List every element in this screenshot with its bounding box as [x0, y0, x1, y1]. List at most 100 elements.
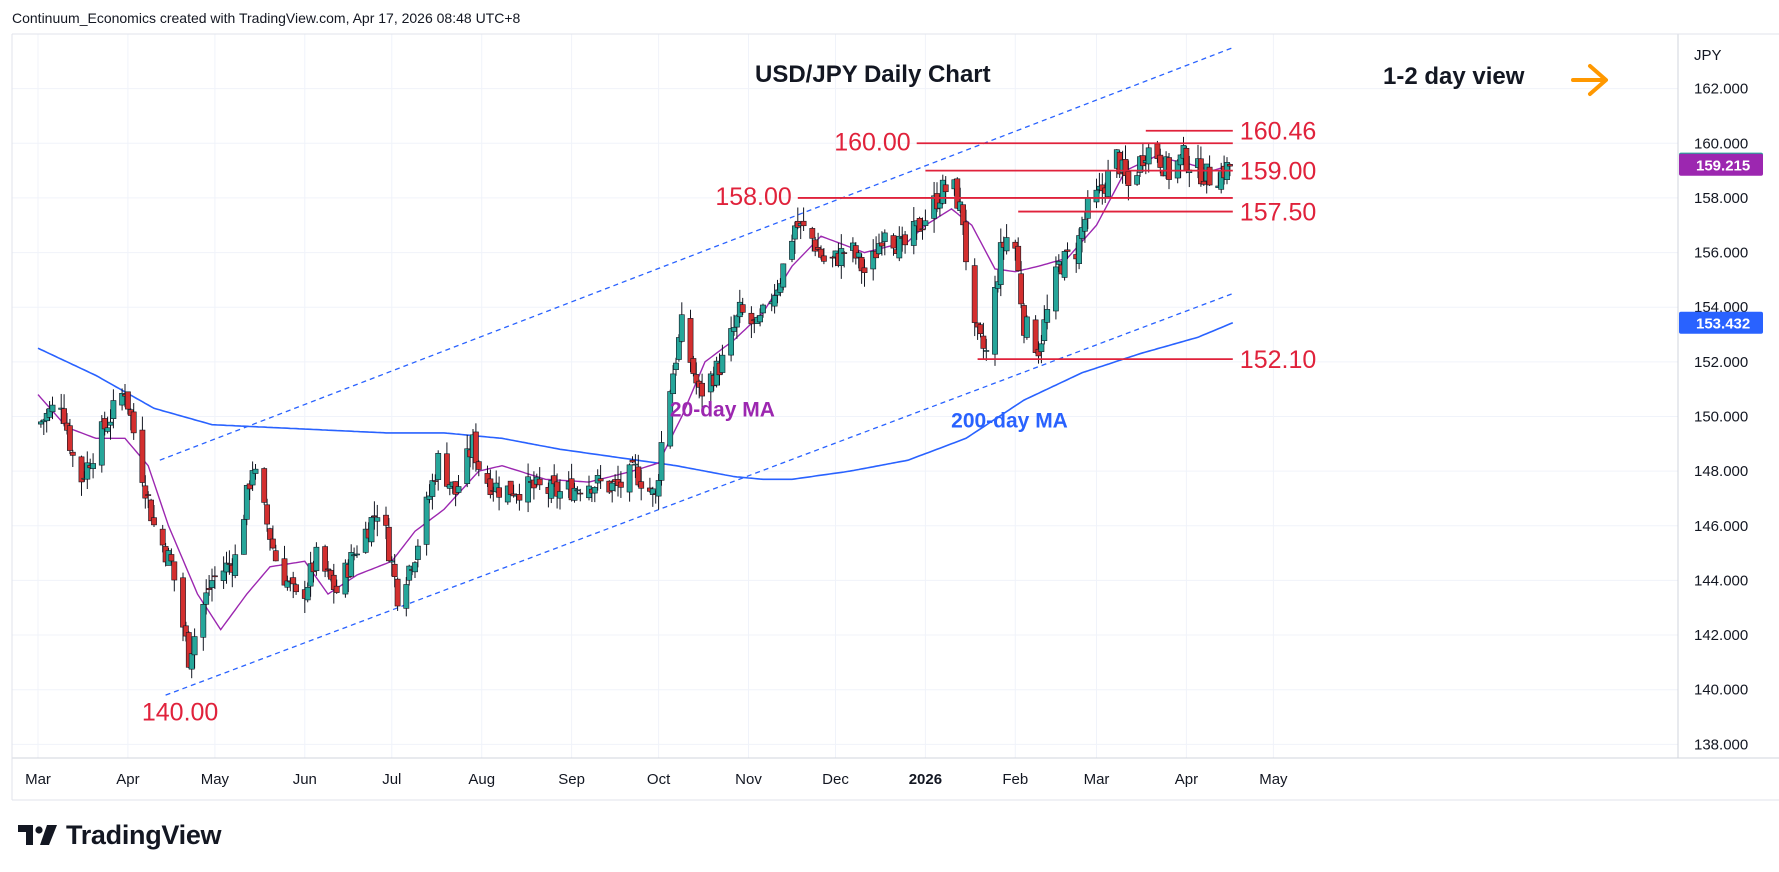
candle-body	[188, 653, 195, 670]
candle-body	[1157, 154, 1164, 168]
candle	[333, 579, 340, 594]
x-tick-label: Aug	[468, 771, 495, 788]
candle	[667, 389, 674, 449]
y-tick-label: 144.000	[1694, 572, 1748, 589]
candle	[269, 525, 276, 550]
candle	[1018, 261, 1024, 309]
candle-body	[983, 350, 990, 352]
candle-body	[394, 578, 401, 607]
candle-body	[226, 563, 233, 565]
ma-annotation: 200-day MA	[951, 409, 1068, 432]
candle-body	[626, 464, 633, 493]
candle-body	[1003, 237, 1010, 252]
y-tick-label: 150.000	[1694, 408, 1748, 425]
candle	[800, 207, 807, 232]
candle-body	[496, 487, 502, 498]
x-tick-label: Oct	[647, 771, 671, 788]
candle	[670, 365, 676, 395]
candle-body	[252, 468, 259, 474]
candle-body	[104, 427, 111, 432]
candle-body	[673, 362, 679, 370]
candle	[475, 460, 482, 477]
candle-body	[881, 232, 888, 242]
candle-body	[159, 528, 166, 546]
candle-body	[1227, 164, 1233, 167]
chart-axes: JPY 138.000 140.000 142.000 144.000 146.000 14…	[11, 33, 1779, 801]
candle-body	[667, 391, 674, 447]
candle	[942, 176, 949, 204]
candle-body	[789, 240, 795, 260]
x-tick-label: Dec	[822, 771, 849, 788]
candle	[443, 442, 450, 488]
candle	[414, 539, 421, 568]
price-badge: 159.215	[1679, 153, 1763, 176]
candle-body	[1084, 197, 1091, 219]
candle	[673, 357, 679, 376]
candle-body	[293, 584, 299, 593]
candle-body	[84, 462, 91, 480]
candle-body	[472, 431, 479, 464]
candle-body	[838, 248, 845, 266]
candle	[739, 297, 746, 315]
y-tick-label: 140.000	[1694, 682, 1748, 699]
candle	[232, 544, 239, 579]
candle-body	[574, 489, 581, 492]
candle	[90, 453, 96, 479]
chart-subtitle: 1-2 day view	[1383, 63, 1525, 90]
candle-body	[220, 570, 227, 581]
candle	[1053, 256, 1059, 320]
candle	[1125, 160, 1132, 201]
candle	[557, 479, 563, 510]
candle-body	[942, 184, 949, 193]
candle	[626, 463, 633, 502]
candle-body	[374, 517, 381, 522]
candle-body	[1183, 147, 1190, 171]
candle	[1061, 249, 1068, 281]
candle-body	[919, 228, 926, 231]
candle-body	[1093, 189, 1100, 203]
candle-body	[690, 358, 697, 374]
candle-body	[728, 328, 734, 356]
candle-body	[37, 421, 44, 425]
y-tick-label: 152.000	[1694, 354, 1748, 371]
candle-body	[1015, 245, 1022, 272]
y-tick-label: 156.000	[1694, 245, 1748, 262]
candle-body	[733, 315, 740, 328]
candle-body	[1200, 181, 1207, 185]
candle-body	[203, 592, 210, 605]
candle	[496, 476, 502, 511]
candle-body	[516, 494, 523, 501]
candle-body	[1125, 171, 1132, 186]
x-tick-label: 2026	[909, 771, 942, 788]
y-tick-label: 162.000	[1694, 81, 1748, 98]
tradingview-logo[interactable]: TradingView	[18, 820, 222, 850]
x-tick-label: May	[201, 771, 230, 788]
candle-body	[658, 442, 665, 481]
candle	[525, 463, 531, 513]
candle	[963, 209, 969, 271]
candle-body	[1105, 170, 1111, 197]
candle	[403, 577, 410, 617]
candle-body	[130, 411, 137, 434]
level-label: 152.10	[1240, 346, 1316, 374]
chart-title-group: USD/JPY Daily Chart 1-2 day view	[755, 61, 1608, 96]
candle-body	[675, 337, 682, 360]
chart-grid	[12, 34, 1678, 758]
candle	[1134, 171, 1140, 186]
candle-body	[638, 481, 645, 489]
candle	[313, 542, 320, 576]
candle-body	[322, 546, 328, 572]
candle-body	[432, 480, 439, 482]
candle	[200, 602, 207, 651]
candle-body	[571, 487, 578, 501]
candle	[571, 482, 578, 503]
candle-body	[151, 517, 157, 526]
candle	[1003, 224, 1010, 255]
candle-body	[878, 242, 885, 247]
level-label: 140.00	[142, 699, 218, 727]
candle-body	[997, 242, 1004, 285]
candle-body	[1041, 319, 1048, 341]
candle-body	[1024, 316, 1030, 338]
candle-body	[168, 554, 175, 562]
